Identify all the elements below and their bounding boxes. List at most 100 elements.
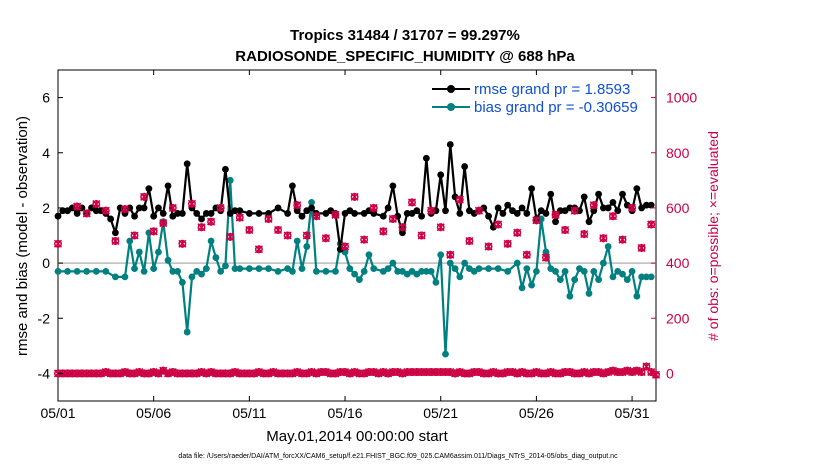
bias-point [442, 350, 449, 358]
rmse-point [590, 207, 598, 215]
bias-point [533, 267, 540, 275]
bias-point [580, 267, 588, 275]
chart-title: Tropics 31484 / 31707 = 99.297% [290, 27, 520, 44]
rmse-point [245, 210, 253, 217]
rmse-point [92, 207, 100, 215]
x-tick-label: 05/26 [519, 405, 554, 421]
bias-point [217, 267, 225, 275]
rmse-point [265, 210, 272, 217]
rmse-point [403, 210, 411, 217]
rmse-point [485, 212, 492, 220]
rmse-point [274, 204, 282, 212]
bias-point [523, 265, 531, 272]
rmse-point [193, 210, 201, 217]
bias-point [556, 276, 564, 284]
legend-rmse-label: rmse grand pr = 1.8593 [474, 81, 630, 98]
obs-high-marker-x [570, 206, 579, 215]
rmse-point [202, 210, 210, 217]
obs-high-marker-x [53, 239, 63, 248]
bias-point [437, 251, 445, 259]
rmse-point [379, 212, 387, 220]
rmse-point [504, 201, 512, 209]
bias-point [422, 267, 430, 275]
obs-high-marker-x [293, 201, 302, 210]
bias-point [355, 276, 363, 284]
obs-high-marker-x [455, 195, 464, 204]
obs-high-marker-x [216, 203, 225, 212]
bias-point [226, 176, 234, 184]
bias-point [322, 267, 330, 275]
bias-point [183, 328, 191, 336]
bias-point [164, 256, 172, 264]
rmse-point [647, 201, 655, 209]
bias-point [561, 267, 569, 275]
bias-point [174, 267, 182, 275]
rmse-point [580, 193, 588, 201]
bias-point [236, 265, 244, 272]
bias-point [265, 265, 272, 272]
plot-area [57, 69, 657, 402]
rmse-point [609, 199, 617, 206]
rmse-point [499, 210, 507, 217]
bias-point [638, 273, 646, 281]
bias-point [298, 265, 306, 272]
rmse-point [413, 207, 421, 215]
y-tick-label: 6 [42, 90, 50, 106]
bias-point [73, 267, 81, 275]
rmse-point [442, 207, 449, 215]
rmse-point [308, 204, 315, 212]
bias-point [599, 259, 607, 267]
bias-point [312, 267, 320, 275]
obs-high-marker-x [494, 220, 503, 229]
bias-point [92, 267, 100, 275]
rmse-point [293, 207, 301, 215]
x-axis-label: May.01,2014 00:00:00 start [266, 428, 448, 445]
bias-point [293, 237, 301, 245]
rmse-point [222, 165, 229, 173]
rmse-point [461, 163, 469, 170]
bias-point [595, 276, 602, 284]
legend: rmse grand pr = 1.8593 bias grand pr = -… [432, 81, 638, 116]
bias-point [389, 259, 397, 267]
rmse-point [528, 185, 536, 193]
bias-point [513, 259, 521, 267]
rmse-point [384, 204, 392, 212]
rmse-point [513, 210, 521, 217]
obs-high-marker-x [637, 243, 646, 252]
obs-high-marker-x [283, 231, 292, 240]
rmse-point [54, 212, 62, 220]
obs-high-marker-x [111, 236, 120, 246]
bias-point [255, 265, 263, 272]
obs-high-marker-x [513, 228, 522, 237]
bias-point [623, 276, 631, 284]
rmse-point [585, 218, 593, 226]
rmse-point [547, 190, 555, 198]
rmse-point [289, 182, 296, 190]
bias-point [643, 273, 650, 281]
obs-high-marker-x [379, 227, 388, 236]
obs-high-marker-x [551, 210, 560, 219]
bias-point [207, 237, 215, 245]
rmse-point [418, 212, 425, 220]
bias-point [245, 265, 253, 272]
obs-high-marker-x [207, 217, 216, 226]
obs-high-marker-x [608, 212, 617, 221]
bias-point [351, 270, 359, 278]
bias-point [619, 270, 626, 278]
rmse-point [135, 204, 143, 212]
rmse-point [552, 218, 559, 226]
bias-point [370, 265, 378, 272]
bias-point [121, 273, 129, 281]
obs-high-marker-x [580, 230, 589, 239]
bias-point [590, 267, 598, 275]
obs-high-marker-x [369, 203, 378, 212]
obs-high-marker-x [149, 227, 158, 236]
bias-point [485, 265, 492, 272]
rmse-point [494, 204, 502, 212]
bias-point [303, 243, 311, 250]
bias-point [518, 284, 526, 292]
rmse-point [131, 212, 138, 220]
rmse-point [140, 204, 148, 212]
rmse-point [112, 229, 119, 237]
rmse-point [351, 210, 359, 217]
